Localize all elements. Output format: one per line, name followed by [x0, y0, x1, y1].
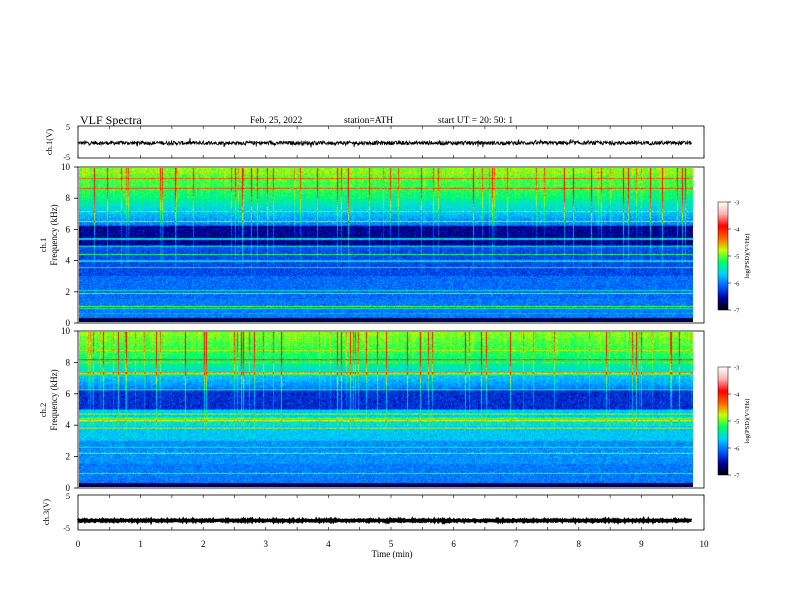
ch2-spec-ytick-label-2: 2: [66, 452, 71, 462]
ch1-spec-ytick-label-8: 8: [66, 193, 71, 203]
ch1-panel: 5 -5 ch.1(V): [44, 123, 705, 162]
ch2-channel-label: ch.2: [38, 403, 48, 417]
ch1-spectrogram-panel: 0 2 4 6 8 10 ch.1 Frequency (kHz) -3 -4 -5 -6 -7 …: [38, 162, 751, 328]
ch3-panel: 5 -5 ch.3(V): [41, 492, 705, 533]
ch1-colorbar-tick-label--3: -3: [734, 200, 739, 207]
ch2-spec-ytick-label-6: 6: [66, 389, 71, 399]
ch2-colorbar-tick-label--3: -3: [734, 365, 739, 372]
ch1-tick-marks: [77, 126, 705, 158]
ch1-frequency-ticks: 0 2 4 6 8 10: [61, 162, 78, 328]
ch3-tick-marks: [77, 495, 705, 530]
ch1-colorbar-tick-label--7: -7: [734, 308, 740, 315]
ch1-colorbar-label: log(PSD)(V²/Hz): [744, 234, 751, 279]
ch1-spec-ytick-label-10: 10: [61, 162, 71, 172]
ch1-channel-label: ch.1: [38, 238, 48, 252]
ch2-colorbar-ticks: -3 -4 -5 -6 -7: [728, 365, 740, 480]
time-tick-label-9: 9: [639, 539, 644, 549]
ch1-ylabel: ch.1(V): [44, 129, 54, 155]
time-axis-label: Time (min): [372, 549, 413, 559]
time-tick-label-6: 6: [451, 539, 456, 549]
ch1-ytick-bottom: -5: [63, 153, 70, 162]
ch1-spec-ytick-label-6: 6: [66, 224, 71, 234]
ch2-spec-ytick-label-10: 10: [61, 326, 71, 336]
ch1-ytick-top: 5: [66, 123, 70, 132]
ch1-colorbar-bar: [717, 201, 729, 311]
ch2-colorbar-bar: [717, 366, 729, 476]
ch3-ytick-top: 5: [66, 492, 70, 501]
ch1-spectrogram-image: [79, 168, 693, 322]
ch2-colorbar-label: log(PSD)(V²/Hz): [744, 399, 751, 444]
time-tick-label-1: 1: [138, 539, 143, 549]
ch3-ylabel: ch.3(V): [41, 499, 51, 525]
ch1-colorbar-tick-label--6: -6: [734, 281, 740, 288]
ch2-spec-ytick-label-8: 8: [66, 357, 71, 367]
ch2-colorbar: -3 -4 -5 -6 -7 log(PSD)(V²/Hz): [717, 365, 751, 480]
ch1-waveform-line: [77, 138, 692, 148]
time-tick-label-4: 4: [326, 539, 331, 549]
ch2-spec-ytick-label-4: 4: [66, 420, 71, 430]
time-tick-label-5: 5: [389, 539, 394, 549]
ch3-plot-area: [77, 494, 705, 531]
time-tick-label-3: 3: [264, 539, 269, 549]
station-label: station=ATH: [344, 116, 393, 126]
ch1-spec-ytick-label-4: 4: [66, 256, 71, 266]
date-label: Feb. 25, 2022: [250, 116, 303, 126]
ch1-frequency-label: Frequency (kHz): [49, 204, 59, 265]
ch2-spectrogram-image: [79, 332, 693, 487]
ch1-colorbar: -3 -4 -5 -6 -7 log(PSD)(V²/Hz): [717, 200, 751, 315]
ch2-spec-ytick-label-0: 0: [66, 483, 71, 493]
ch2-colorbar-tick-label--4: -4: [734, 392, 740, 399]
ch1-spec-ytick-label-0: 0: [66, 318, 71, 328]
ch1-colorbar-ticks: -3 -4 -5 -6 -7: [728, 200, 740, 315]
time-tick-label-2: 2: [201, 539, 206, 549]
ch2-colorbar-tick-label--5: -5: [734, 419, 739, 426]
time-axis-ticks: 0 1 2 3 4 5 6 7 8 9 10: [76, 539, 709, 549]
ch1-colorbar-tick-label--4: -4: [734, 227, 740, 234]
ch1-spec-ytick-label-2: 2: [66, 287, 71, 297]
ch2-spectrogram-panel: 0 2 4 6 8 10 ch.2 Frequency (kHz) -3 -4 -5 -6 -7 …: [38, 326, 751, 493]
time-tick-label-0: 0: [76, 539, 81, 549]
ch2-colorbar-tick-label--6: -6: [734, 446, 740, 453]
time-tick-label-7: 7: [514, 539, 519, 549]
time-tick-label-8: 8: [577, 539, 582, 549]
ch2-frequency-label: Frequency (kHz): [49, 369, 59, 430]
figure-title: VLF Spectra: [80, 113, 142, 127]
ch1-colorbar-tick-label--5: -5: [734, 254, 739, 261]
ch3-ytick-bottom: -5: [63, 524, 70, 533]
ch3-waveform-line: [76, 515, 693, 526]
ch2-frequency-ticks: 0 2 4 6 8 10: [61, 326, 78, 493]
time-tick-label-10: 10: [700, 539, 710, 549]
ch2-colorbar-tick-label--7: -7: [734, 473, 740, 480]
start-time-label: start UT = 20: 50: 1: [438, 116, 513, 126]
